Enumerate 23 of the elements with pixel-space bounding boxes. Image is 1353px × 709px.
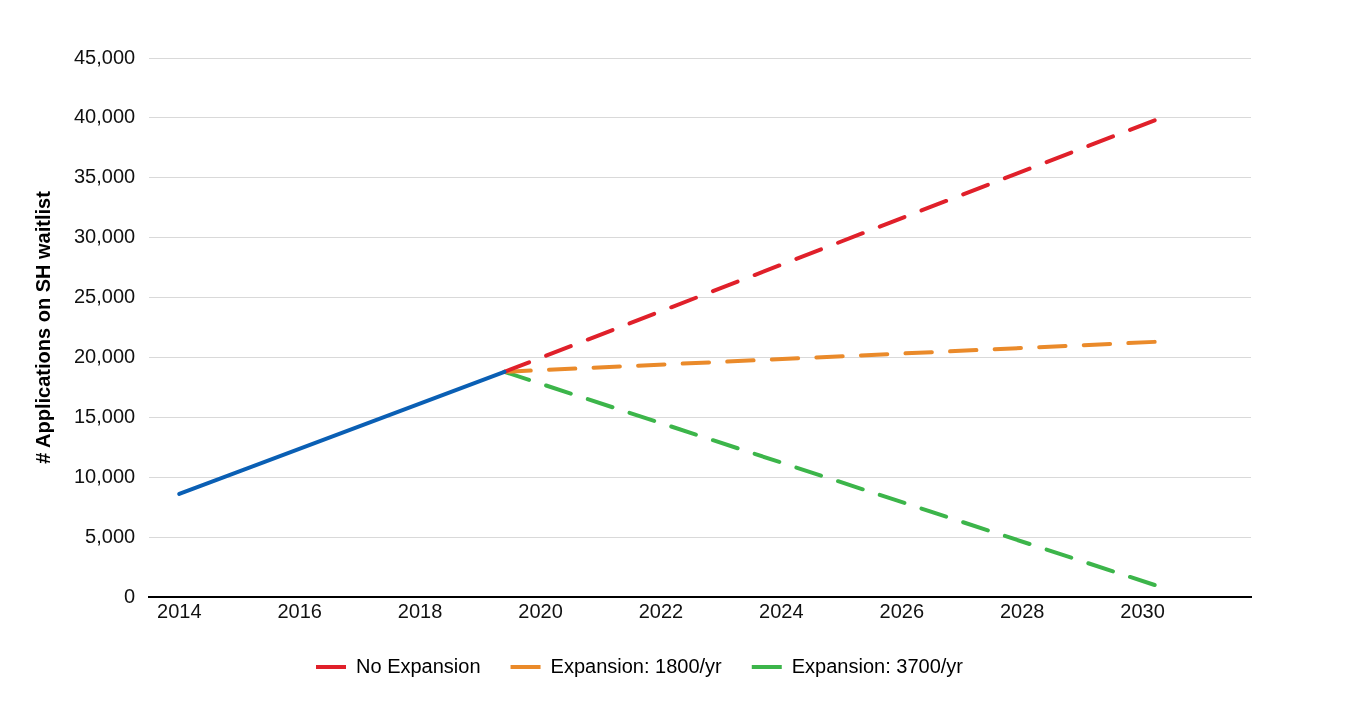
y-tick-label: 30,000 <box>74 225 136 248</box>
y-tick-label: 0 <box>124 584 136 607</box>
x-tick-label: 2030 <box>1120 599 1165 622</box>
x-tick-label: 2018 <box>397 599 443 622</box>
x-tick-label: 2026 <box>879 599 925 622</box>
y-tick-label: 35,000 <box>74 165 136 188</box>
x-tick-label: 2028 <box>999 599 1045 622</box>
y-tick-label: 5,000 <box>85 524 136 547</box>
legend-label: Expansion: 1800/yr <box>550 654 723 677</box>
y-tick-label: 15,000 <box>74 404 136 427</box>
y-tick-label: 25,000 <box>74 285 136 308</box>
x-tick-label: 2020 <box>518 599 563 622</box>
x-tick-label: 2022 <box>638 599 684 622</box>
legend-label: No Expansion <box>356 654 481 677</box>
y-axis-title: # Applications on SH waitlist <box>31 190 54 464</box>
y-tick-label: 20,000 <box>74 344 136 367</box>
y-tick-label: 10,000 <box>74 464 136 487</box>
x-tick-label: 2014 <box>157 599 202 622</box>
x-tick-label: 2016 <box>277 599 322 622</box>
y-tick-label: 40,000 <box>74 105 136 128</box>
y-tick-label: 45,000 <box>74 45 136 68</box>
legend-label: Expansion: 3700/yr <box>791 654 964 677</box>
x-tick-label: 2024 <box>759 599 804 622</box>
